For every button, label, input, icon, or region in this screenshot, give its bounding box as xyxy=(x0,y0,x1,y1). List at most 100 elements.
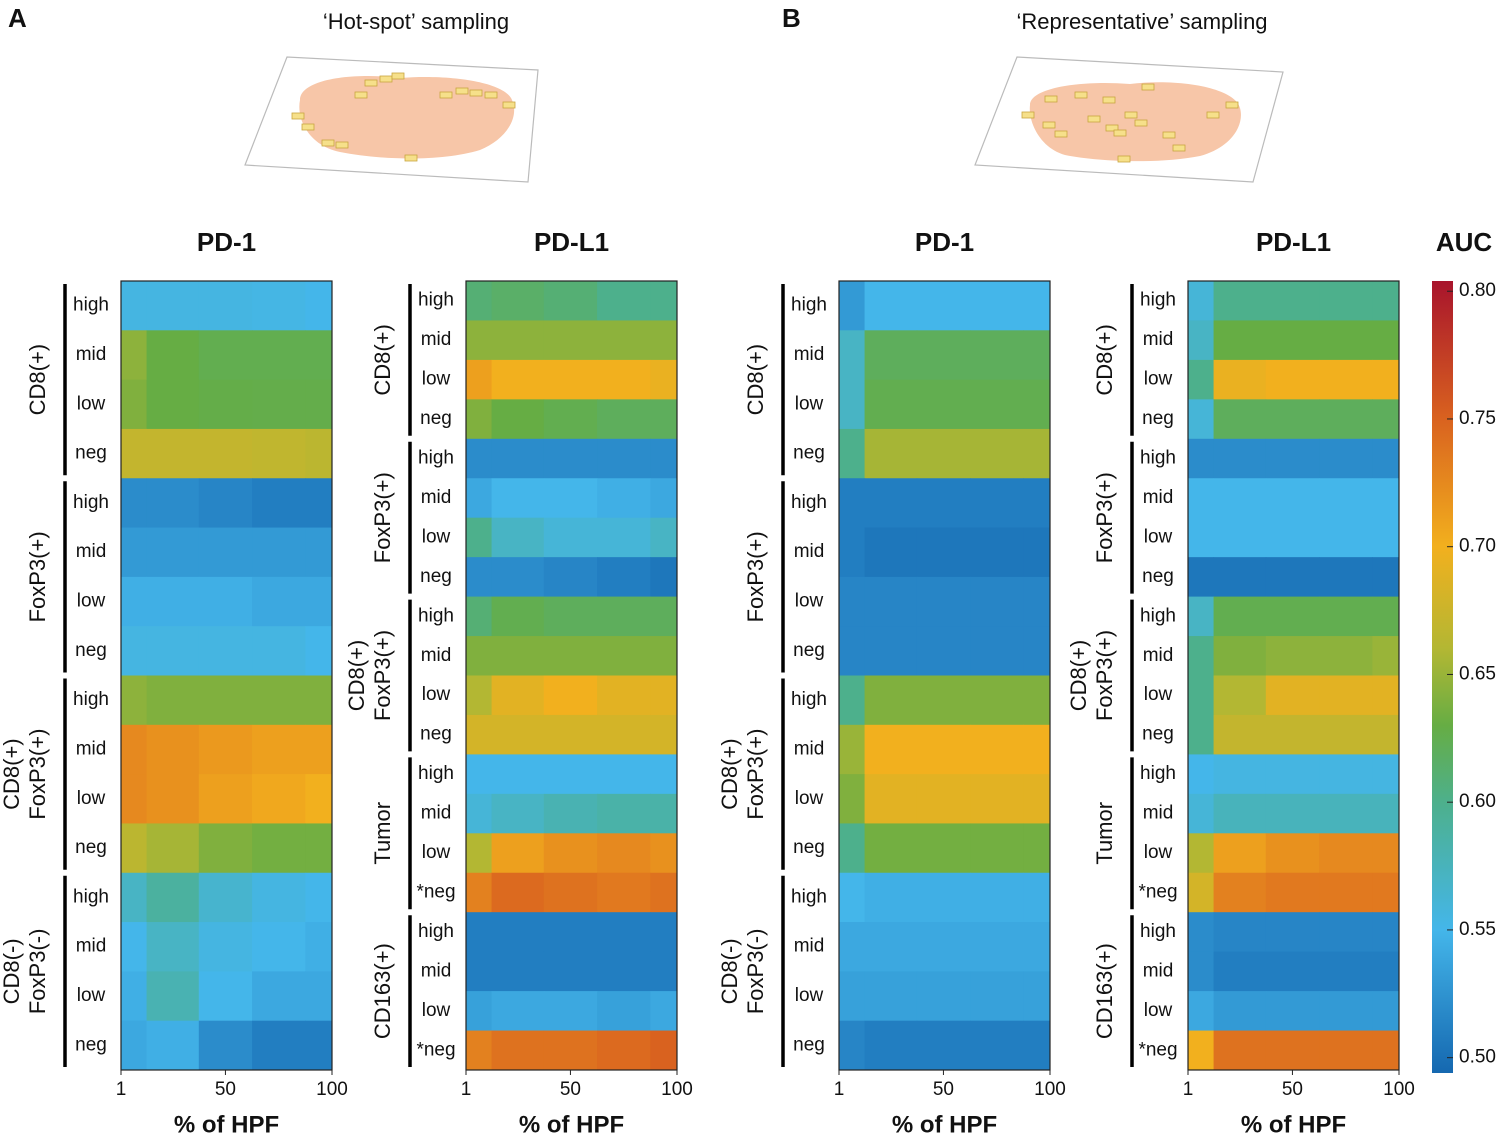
x-tick-label: 1 xyxy=(834,1079,845,1100)
colorbar-tick-label: 0.60 xyxy=(1459,791,1496,812)
heatmap-cell xyxy=(491,399,545,440)
heatmap-cell xyxy=(839,281,866,331)
heatmap-cell xyxy=(146,971,200,1022)
heatmap-cell xyxy=(864,478,918,529)
heatmap-cell xyxy=(1319,912,1373,953)
heatmap-cell xyxy=(1265,438,1320,479)
heatmap-cell xyxy=(1319,557,1373,598)
heatmap-cell xyxy=(1213,754,1267,795)
heatmap-cell xyxy=(466,991,493,1032)
heatmap-cell xyxy=(121,379,148,430)
row-label: neg xyxy=(793,837,825,858)
heatmap-cell xyxy=(1319,951,1373,992)
row-label: high xyxy=(791,492,827,513)
heatmap-cell xyxy=(970,330,1024,381)
heatmap-cell xyxy=(121,724,148,775)
heatmap-cell xyxy=(146,626,200,676)
row-label: neg xyxy=(1142,566,1174,587)
row-label: *neg xyxy=(1138,881,1177,902)
heatmap-cell xyxy=(839,1020,866,1071)
heatmap-cell xyxy=(1213,951,1267,992)
heatmap-cell xyxy=(305,872,333,923)
row-label: low xyxy=(1144,842,1173,863)
heatmap-cell xyxy=(543,714,598,755)
heatmap-cell xyxy=(864,281,918,331)
heatmap-cell xyxy=(305,1020,333,1071)
heatmap-cell xyxy=(597,438,651,479)
heatmap-cell xyxy=(252,281,306,331)
row-label: *neg xyxy=(416,881,455,902)
heatmap-cell xyxy=(864,724,918,775)
heatmap-cell xyxy=(864,379,918,430)
heatmap-cell xyxy=(916,478,971,529)
heatmap-cell xyxy=(1372,912,1400,953)
heatmap-cell xyxy=(146,379,200,430)
row-label: low xyxy=(422,842,451,863)
heatmap-cell xyxy=(1213,281,1267,321)
group-label: CD8(+) xyxy=(25,344,50,416)
row-label: mid xyxy=(794,344,825,365)
heatmap-cell xyxy=(839,527,866,578)
group-label: CD8(+) xyxy=(370,324,395,396)
heatmap-cell xyxy=(597,557,651,598)
group-label: CD8(+) xyxy=(344,640,369,712)
group-label: CD8(+) xyxy=(717,738,742,810)
heatmap-cell xyxy=(864,1020,918,1071)
x-tick-label: 100 xyxy=(661,1079,693,1100)
heatmap-cell xyxy=(650,438,678,479)
group-label: CD8(+) xyxy=(1066,640,1091,712)
row-label: high xyxy=(418,290,454,311)
row-label: mid xyxy=(794,541,825,562)
row-label: high xyxy=(791,295,827,316)
heatmap-cell xyxy=(1188,675,1215,716)
heatmap-cell xyxy=(252,527,306,578)
x-axis-label: % of HPF xyxy=(174,1111,279,1137)
row-label: neg xyxy=(75,443,107,464)
group-label: FoxP3(+) xyxy=(25,531,50,622)
heatmap-cell xyxy=(543,951,598,992)
heatmap-cell xyxy=(839,724,866,775)
heatmap-cell xyxy=(198,724,253,775)
heatmap-cell xyxy=(198,428,253,479)
heatmap-cell xyxy=(305,823,333,874)
heatmap-cell xyxy=(916,576,971,627)
colorbar-tick-label: 0.80 xyxy=(1459,280,1496,301)
heatmap-cell xyxy=(491,1030,545,1071)
group-label: CD163(+) xyxy=(1092,943,1117,1039)
heatmap-cell xyxy=(466,557,493,598)
group-label: FoxP3(+) xyxy=(1092,630,1117,721)
heatmap-cell xyxy=(1188,833,1215,874)
heatmap-cell xyxy=(198,872,253,923)
heatmap-cell xyxy=(597,636,651,676)
heatmap-cell xyxy=(466,438,493,479)
heatmap-cell xyxy=(305,922,333,972)
heatmap-cell xyxy=(970,774,1024,824)
row-label: mid xyxy=(1143,645,1174,666)
heatmap-cell xyxy=(543,557,598,598)
heatmap-cell xyxy=(1023,281,1051,331)
heatmap-cell xyxy=(1213,517,1267,558)
heatmap-cell xyxy=(1265,636,1320,676)
heatmap-cell xyxy=(839,823,866,874)
heatmap-cell xyxy=(1319,596,1373,637)
row-label: mid xyxy=(421,803,452,824)
heatmap-cell xyxy=(491,872,545,913)
row-label: high xyxy=(418,448,454,469)
heatmap-cell xyxy=(491,754,545,795)
heatmap-cell xyxy=(491,636,545,676)
heatmap-cell xyxy=(491,281,545,321)
heatmap-cell xyxy=(650,359,678,400)
heatmap-cell xyxy=(491,714,545,755)
row-label: high xyxy=(791,689,827,710)
row-label: high xyxy=(73,492,109,513)
row-label: mid xyxy=(1143,960,1174,981)
row-label: low xyxy=(422,684,451,705)
heatmap-cell xyxy=(1372,359,1400,400)
heatmap-cell xyxy=(970,675,1024,726)
heatmap-cell xyxy=(597,833,651,874)
heatmap-cell xyxy=(1213,399,1267,440)
heatmap-cell xyxy=(1188,478,1215,519)
heatmap-cell xyxy=(650,636,678,676)
heatmap-cell xyxy=(1213,991,1267,1032)
heatmap-cell xyxy=(1319,991,1373,1032)
